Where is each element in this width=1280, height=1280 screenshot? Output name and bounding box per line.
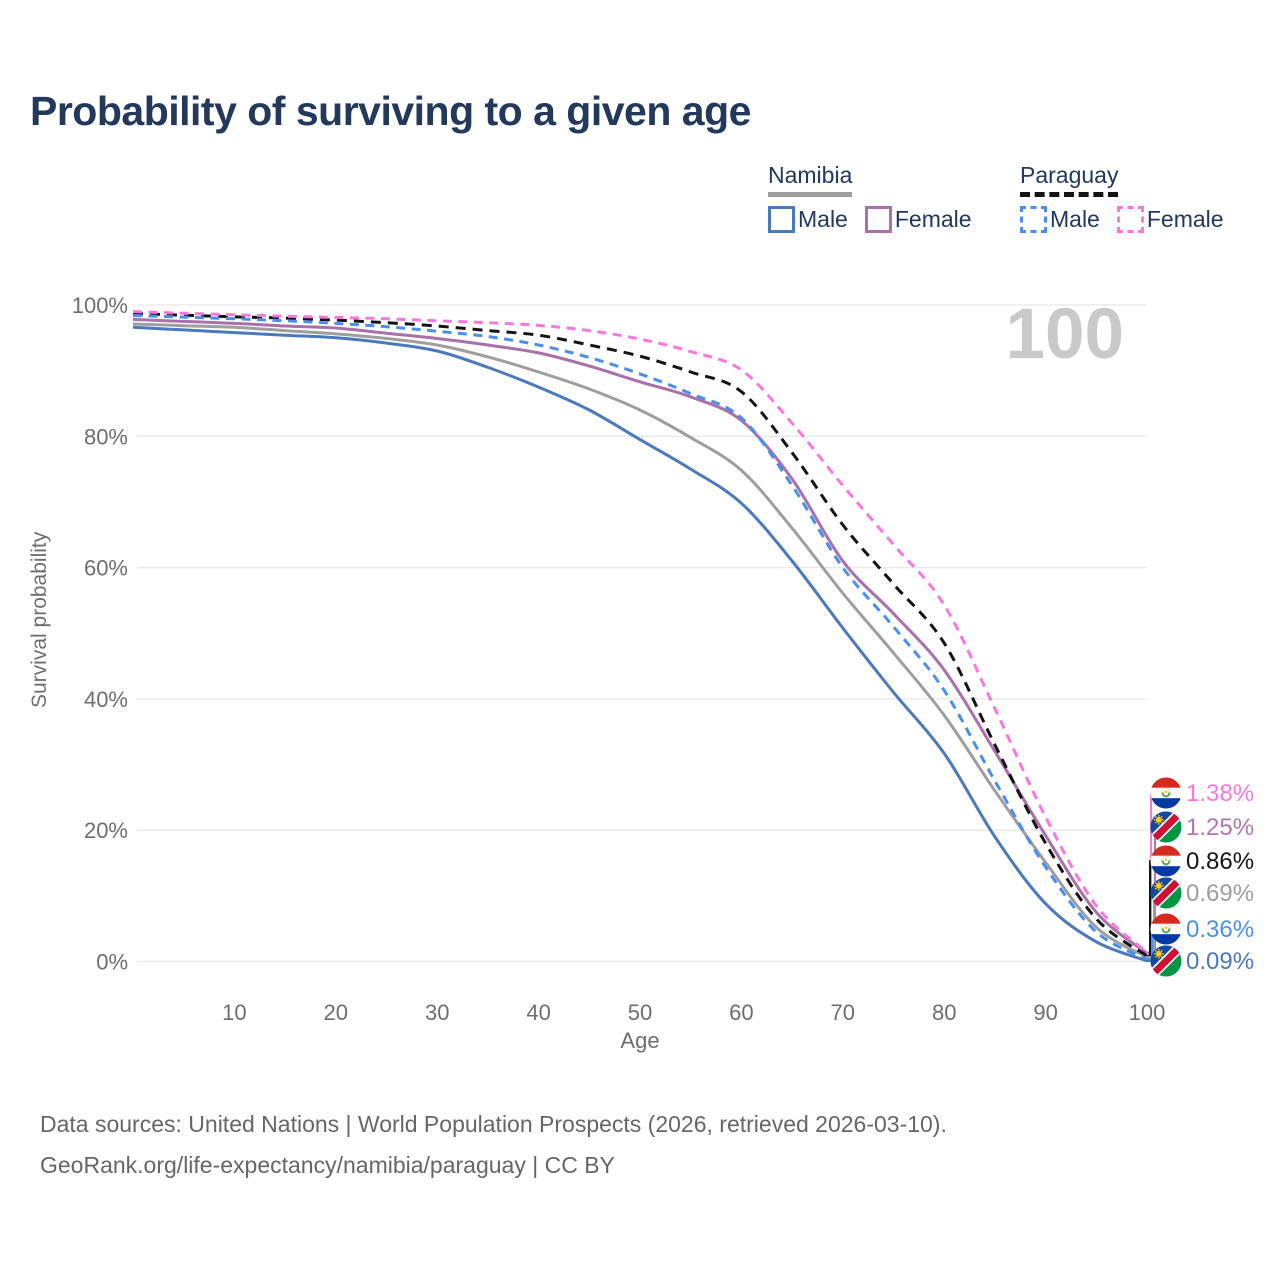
series-line-namibia-female <box>132 317 1148 955</box>
legend-country-label: Paraguay <box>1020 162 1119 188</box>
series-line-paraguay-both-sexes <box>132 312 1148 958</box>
paraguay-male-label[interactable]: Male <box>1050 206 1100 232</box>
footer-data-sources: Data sources: United Nations | World Pop… <box>40 1111 947 1137</box>
paraguay-flag-icon <box>1150 777 1182 809</box>
x-tick-80: 80 <box>932 1000 956 1025</box>
legend-row-namibia: Male Female <box>768 206 989 233</box>
series-line-namibia-both-sexes <box>132 322 1148 959</box>
x-tick-60: 60 <box>729 1000 753 1025</box>
x-tick-70: 70 <box>831 1000 855 1025</box>
x-axis-label: Age <box>620 1028 660 1053</box>
end-label-connector-2 <box>1146 860 1151 957</box>
series-line-paraguay-female <box>132 310 1149 954</box>
footer: Data sources: United Nations | World Pop… <box>40 1104 947 1186</box>
legend-country-namibia[interactable]: Namibia <box>768 162 853 197</box>
paraguay-flag-icon <box>1150 913 1182 945</box>
series-line-paraguay-male <box>132 314 1148 961</box>
legend-row-paraguay: Male Female <box>1020 206 1241 233</box>
y-tick-80: 80% <box>84 424 128 449</box>
y-tick-20: 20% <box>84 818 128 843</box>
namibia-flag-icon <box>1150 811 1182 843</box>
paraguay-male-swatch[interactable] <box>1020 206 1047 233</box>
y-tick-40: 40% <box>84 687 128 712</box>
end-label-value-5: 0.09% <box>1186 948 1254 975</box>
x-tick-10: 10 <box>222 1000 246 1025</box>
x-tick-100: 100 <box>1129 1000 1166 1025</box>
x-tick-40: 40 <box>526 1000 550 1025</box>
x-tick-20: 20 <box>324 1000 348 1025</box>
legend-country-label: Namibia <box>768 162 853 188</box>
paraguay-flag-icon <box>1150 845 1182 877</box>
end-label-value-3: 0.69% <box>1186 880 1254 907</box>
namibia-male-swatch[interactable] <box>768 206 795 233</box>
legend-group-paraguay: Paraguay Male Female <box>1020 162 1241 233</box>
x-tick-90: 90 <box>1033 1000 1057 1025</box>
legend-group-namibia: Namibia Male Female <box>768 162 989 233</box>
y-tick-100: 100% <box>72 293 128 318</box>
end-label-value-2: 0.86% <box>1186 848 1254 875</box>
y-tick-0: 0% <box>96 950 128 975</box>
footer-link[interactable]: GeoRank.org/life-expectancy/namibia/para… <box>40 1152 615 1178</box>
end-label-value-1: 1.25% <box>1186 814 1254 841</box>
age-watermark: 100 <box>1006 295 1124 374</box>
chart-title: Probability of surviving to a given age <box>30 88 751 134</box>
paraguay-female-swatch[interactable] <box>1116 206 1144 233</box>
legend-country-paraguay[interactable]: Paraguay <box>1020 162 1119 197</box>
series-line-namibia-male <box>132 325 1148 963</box>
x-tick-50: 50 <box>628 1000 652 1025</box>
paraguay-female-label[interactable]: Female <box>1146 206 1224 232</box>
end-label-value-4: 0.36% <box>1186 916 1254 943</box>
namibia-female-label[interactable]: Female <box>894 206 972 232</box>
y-tick-60: 60% <box>84 556 128 581</box>
namibia-female-swatch[interactable] <box>864 206 892 233</box>
x-tick-30: 30 <box>425 1000 449 1025</box>
end-label-value-0: 1.38% <box>1186 780 1254 807</box>
namibia-male-label[interactable]: Male <box>798 206 848 232</box>
